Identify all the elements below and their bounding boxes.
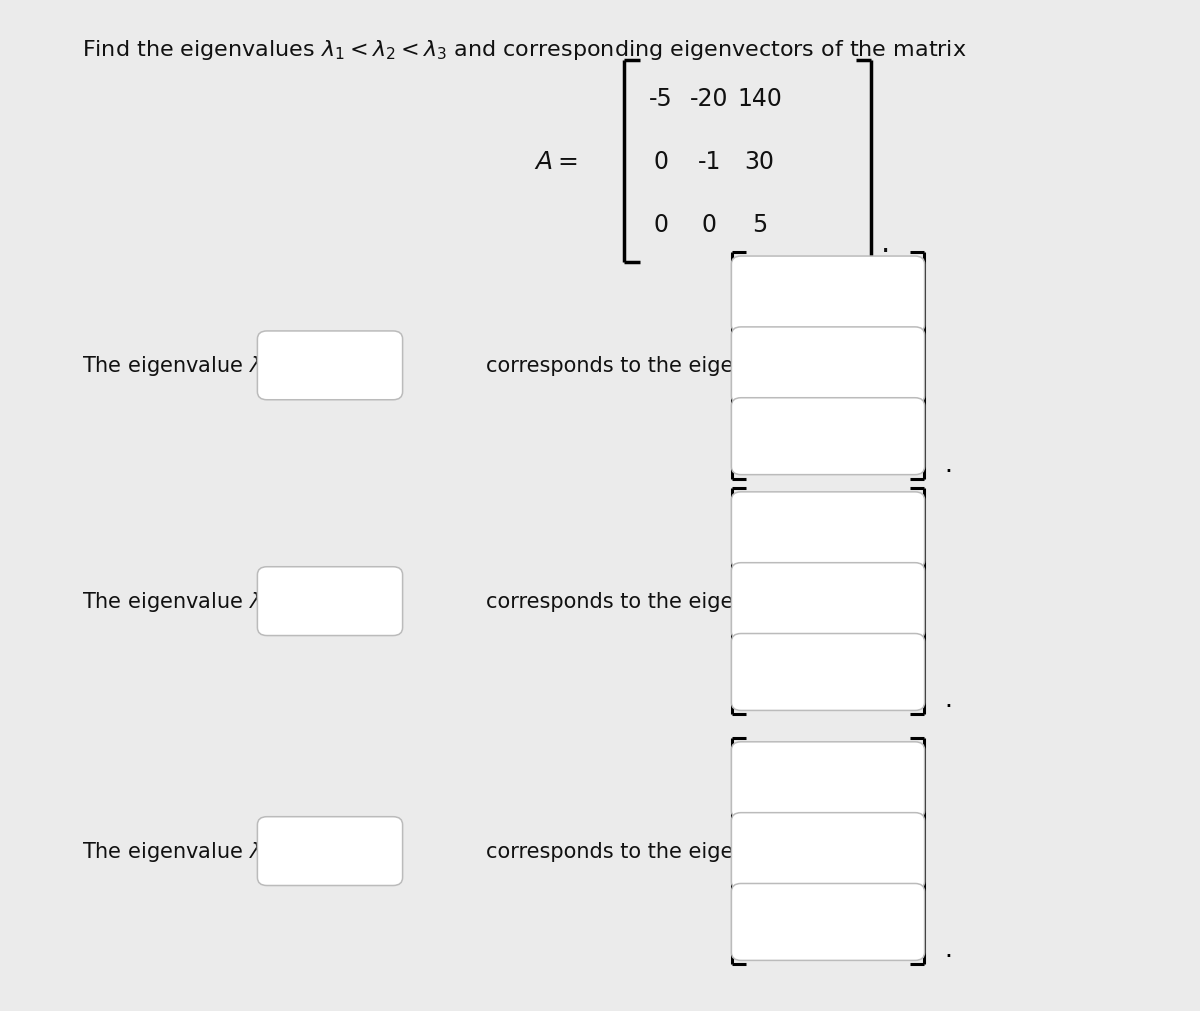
Text: .: . — [881, 229, 890, 258]
FancyBboxPatch shape — [258, 332, 403, 400]
FancyBboxPatch shape — [731, 813, 924, 890]
Text: -1: -1 — [697, 150, 721, 174]
Text: 0: 0 — [654, 212, 668, 237]
Text: The eigenvalue $\lambda_2$ =: The eigenvalue $\lambda_2$ = — [82, 589, 295, 614]
FancyBboxPatch shape — [731, 492, 924, 569]
FancyBboxPatch shape — [731, 884, 924, 960]
Text: The eigenvalue $\lambda_3$ =: The eigenvalue $\lambda_3$ = — [82, 839, 295, 863]
Text: corresponds to the eigenvector: corresponds to the eigenvector — [486, 591, 812, 612]
Text: corresponds to the eigenvector: corresponds to the eigenvector — [486, 841, 812, 861]
Text: corresponds to the eigenvector: corresponds to the eigenvector — [486, 356, 812, 376]
FancyBboxPatch shape — [731, 257, 924, 334]
Text: 140: 140 — [737, 87, 782, 111]
Text: .: . — [944, 452, 953, 476]
Text: 0: 0 — [702, 212, 716, 237]
FancyBboxPatch shape — [731, 328, 924, 404]
FancyBboxPatch shape — [731, 563, 924, 640]
Text: 30: 30 — [744, 150, 775, 174]
Text: The eigenvalue $\lambda_1$ =: The eigenvalue $\lambda_1$ = — [82, 354, 295, 378]
Text: $A =$: $A =$ — [534, 150, 577, 174]
Text: -20: -20 — [690, 87, 728, 111]
FancyBboxPatch shape — [731, 398, 924, 475]
Text: Find the eigenvalues $\lambda_1 < \lambda_2 < \lambda_3$ and corresponding eigen: Find the eigenvalues $\lambda_1 < \lambd… — [82, 38, 966, 63]
Text: -5: -5 — [649, 87, 673, 111]
FancyBboxPatch shape — [731, 634, 924, 711]
Text: 0: 0 — [654, 150, 668, 174]
Text: .: . — [944, 937, 953, 961]
FancyBboxPatch shape — [258, 817, 403, 886]
Text: 5: 5 — [752, 212, 767, 237]
FancyBboxPatch shape — [258, 567, 403, 636]
FancyBboxPatch shape — [731, 742, 924, 819]
Text: .: . — [944, 687, 953, 712]
